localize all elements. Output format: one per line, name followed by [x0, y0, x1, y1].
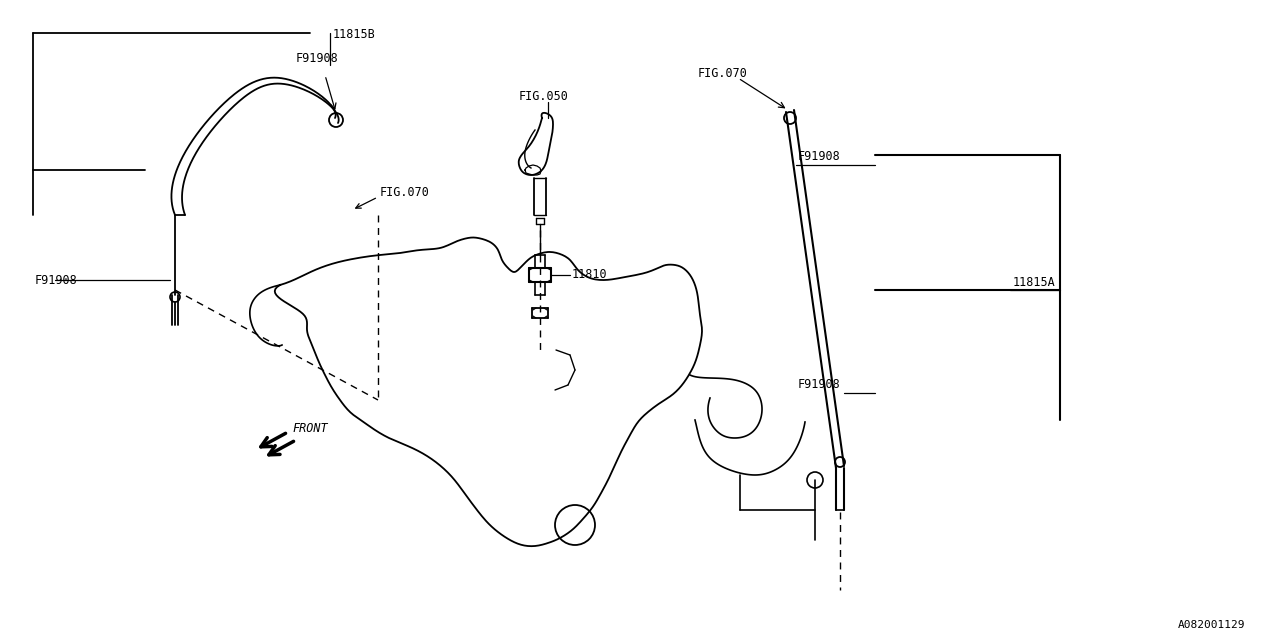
Text: 11815B: 11815B [333, 28, 376, 41]
Text: 11810: 11810 [572, 269, 608, 282]
Text: F91908: F91908 [797, 378, 841, 392]
Text: 11815A: 11815A [1012, 275, 1056, 289]
Text: F91908: F91908 [797, 150, 841, 163]
Text: FIG.070: FIG.070 [380, 186, 430, 200]
Text: A082001129: A082001129 [1178, 620, 1245, 630]
Text: FRONT: FRONT [292, 422, 328, 435]
Text: FIG.050: FIG.050 [518, 90, 568, 103]
Text: F91908: F91908 [35, 273, 78, 287]
Text: FIG.070: FIG.070 [698, 67, 748, 80]
Text: F91908: F91908 [296, 52, 339, 65]
